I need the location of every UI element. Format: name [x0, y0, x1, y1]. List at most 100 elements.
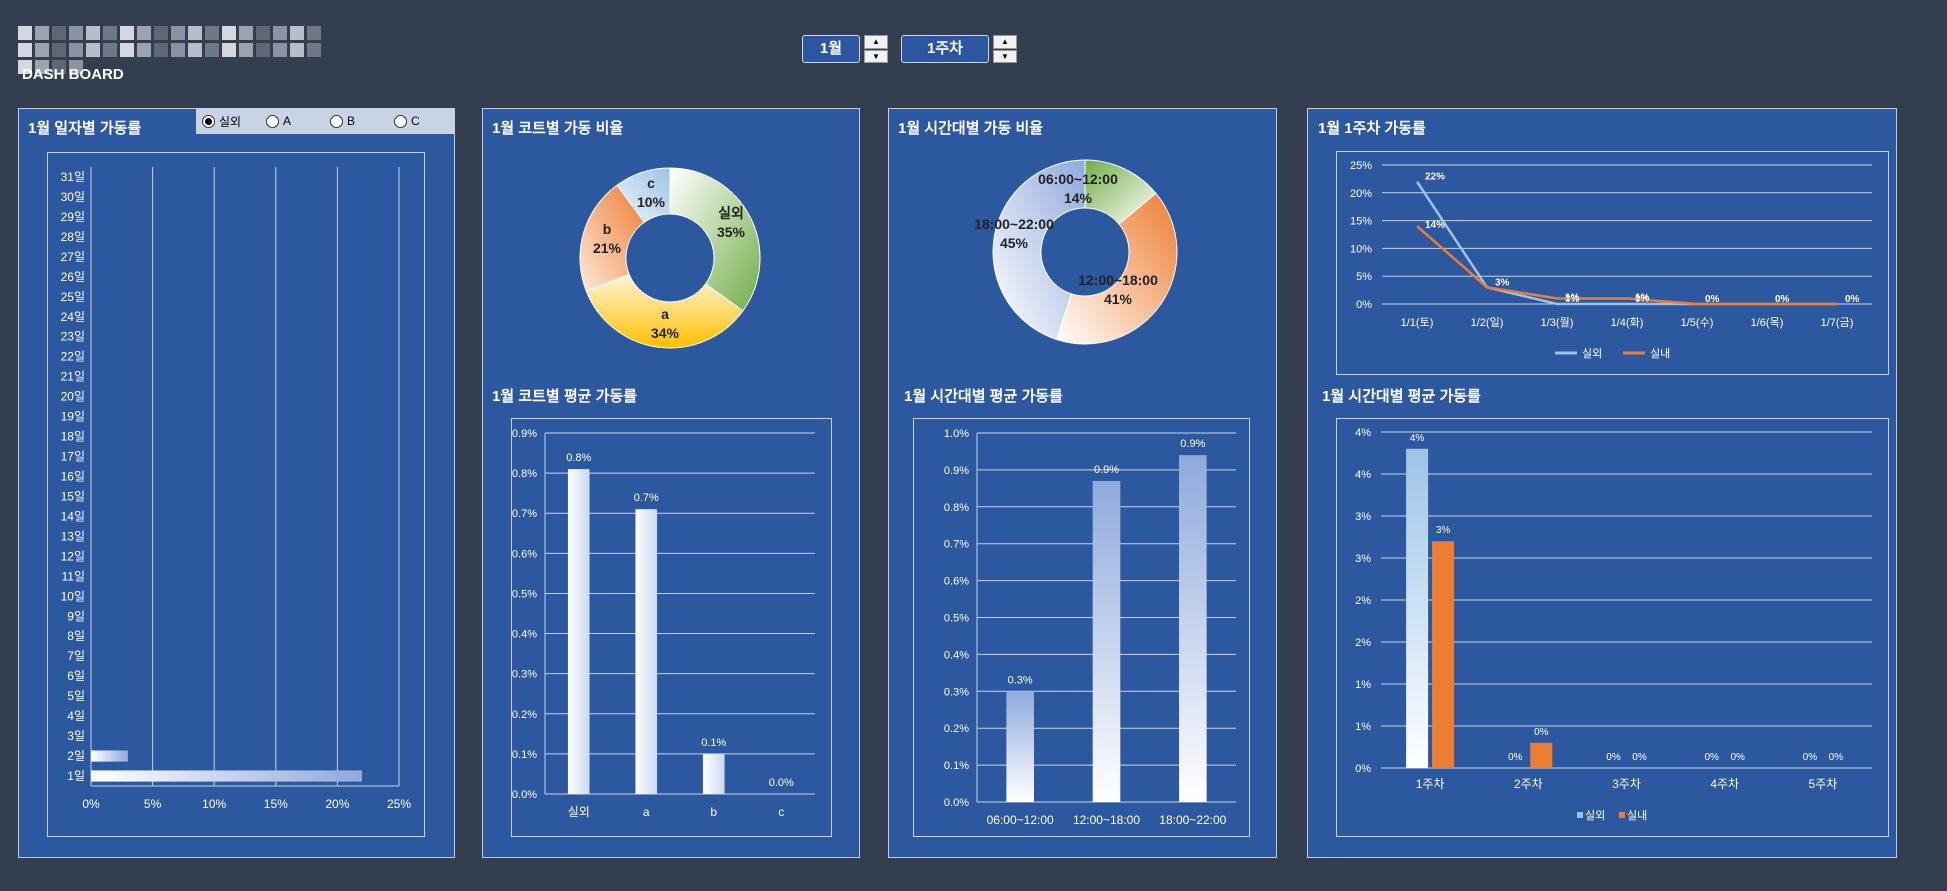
y-tick-label: 3%: [1355, 511, 1371, 523]
y-tick-label: 0.3%: [944, 686, 969, 698]
y-tick-label: 0.4%: [944, 649, 969, 661]
chart-frame: [1336, 151, 1889, 375]
legend-label: 실외: [1582, 347, 1602, 360]
y-tick-label: 0.7%: [944, 539, 969, 551]
data-label: 3%: [1436, 525, 1451, 536]
court-radio-group: 실외 A B C: [196, 108, 454, 134]
bar: [1530, 742, 1553, 768]
month-display[interactable]: 1월: [802, 35, 860, 63]
y-tick-label: 24일: [61, 310, 85, 324]
y-tick-label: 2%: [1355, 595, 1371, 607]
radio-label: C: [411, 114, 420, 128]
y-tick-label: 0.6%: [512, 548, 537, 560]
slice-label: 18:00~22:00: [974, 216, 1054, 232]
radio-label: B: [347, 114, 356, 128]
series-line: [1416, 225, 1837, 306]
chart-frame: [47, 152, 425, 837]
radio-b[interactable]: B: [330, 114, 388, 128]
data-label: 1%: [1635, 292, 1650, 303]
month-spinner: ▲ ▼: [864, 35, 888, 63]
bar: [91, 770, 363, 782]
y-tick-label: 17일: [61, 450, 85, 464]
y-tick-label: 1.0%: [944, 428, 969, 440]
slice-label: 12:00~18:00: [1078, 272, 1158, 288]
y-tick-label: 28일: [61, 230, 85, 244]
data-label: 0.9%: [1094, 464, 1119, 476]
x-tick-label: 1/4(화): [1611, 316, 1644, 329]
chart-frame: [511, 418, 832, 837]
y-tick-label: 1일: [67, 769, 85, 783]
data-label: 22%: [1425, 172, 1445, 183]
x-tick-label: a: [643, 805, 650, 819]
chevron-up-icon[interactable]: ▲: [993, 35, 1017, 49]
radio-dot: [266, 114, 279, 128]
chevron-down-icon[interactable]: ▼: [993, 49, 1017, 63]
x-tick-label: 1주차: [1416, 777, 1445, 791]
y-tick-label: 26일: [61, 270, 85, 284]
radio-c[interactable]: C: [394, 114, 452, 128]
x-tick-label: 1/7(금): [1821, 317, 1854, 329]
pie-slice: [992, 159, 1086, 341]
x-tick-label: 12:00~18:00: [1073, 813, 1140, 827]
bar: [1006, 691, 1034, 802]
bar: [1092, 480, 1121, 802]
panel-title: 1월 코트별 가동 비율: [492, 120, 624, 137]
x-tick-label: 10%: [202, 797, 226, 811]
y-tick-label: 20일: [61, 390, 85, 404]
y-tick-label: 4%: [1355, 469, 1371, 481]
y-tick-label: 30일: [61, 190, 85, 204]
y-tick-label: 0.2%: [944, 723, 969, 735]
y-tick-label: 0.0%: [944, 797, 969, 809]
data-label: 0%: [1705, 294, 1720, 305]
pie-slice: [579, 184, 645, 292]
data-label: 14%: [1425, 220, 1445, 231]
chevron-down-icon[interactable]: ▼: [864, 49, 888, 63]
chart-time-avg: 0.0% 0.1% 0.2% 0.3% 0.4% 0.5% 0.6% 0.7% 0.8% 0.9%…: [944, 428, 1236, 827]
chart-court-avg: 0.0% 0.1% 0.2% 0.3% 0.4% 0.5% 0.6% 0.7% 0.8% 0.9%…: [512, 428, 815, 819]
y-tick-label: 0.9%: [512, 428, 537, 440]
chevron-up-icon[interactable]: ▲: [864, 35, 888, 49]
data-label: 0%: [1845, 294, 1860, 305]
y-tick-label: 31일: [61, 170, 85, 184]
radio-a[interactable]: A: [266, 114, 324, 128]
y-tick-label: 0.5%: [944, 613, 969, 625]
radio-label: 실외: [219, 114, 242, 129]
x-tick-label: 15%: [264, 797, 288, 811]
pie-slice: [585, 273, 744, 349]
y-tick-label: 29일: [61, 210, 85, 224]
bar: [91, 750, 128, 762]
pie-slice: [616, 167, 671, 224]
x-tick-label: 18:00~22:00: [1159, 813, 1226, 827]
bar: [1179, 455, 1207, 802]
radio-dot: [330, 114, 343, 128]
bar: [1406, 448, 1429, 768]
radio-outdoor[interactable]: 실외: [202, 113, 260, 130]
y-tick-label: 19일: [61, 410, 85, 424]
y-tick-label: 0.1%: [512, 749, 537, 761]
slice-label: 실외: [718, 205, 744, 221]
y-tick-label: 3일: [67, 729, 85, 743]
panel-title: 1월 일자별 가동률: [28, 120, 142, 137]
y-tick-label: 1%: [1355, 721, 1371, 733]
x-tick-label: 1/5(수): [1681, 316, 1714, 329]
y-tick-label: 0%: [1356, 299, 1372, 311]
x-tick-label: 1/1(토): [1401, 317, 1434, 329]
chart-frame: [913, 418, 1250, 837]
y-tick-label: 4%: [1355, 427, 1371, 439]
data-label: 0%: [1606, 752, 1621, 763]
slice-label: c: [647, 175, 655, 191]
chart-court-ratio: 실외 35% a 34% b 21% c 10%: [579, 167, 761, 349]
y-tick-label: 10일: [61, 589, 85, 603]
x-tick-label: 실외: [568, 805, 590, 819]
y-tick-label: 12일: [61, 549, 85, 563]
y-tick-label: 15%: [1350, 216, 1372, 228]
y-tick-label: 0.0%: [512, 789, 537, 801]
pie-slice: [1055, 192, 1178, 345]
y-tick-label: 5%: [1356, 271, 1372, 283]
slice-label: 06:00~12:00: [1038, 171, 1118, 187]
slice-value: 21%: [593, 240, 622, 256]
week-display[interactable]: 1주차: [901, 35, 989, 63]
x-tick-label: 2주차: [1514, 777, 1543, 791]
bar: [635, 509, 658, 794]
data-label: 4%: [1410, 433, 1425, 444]
